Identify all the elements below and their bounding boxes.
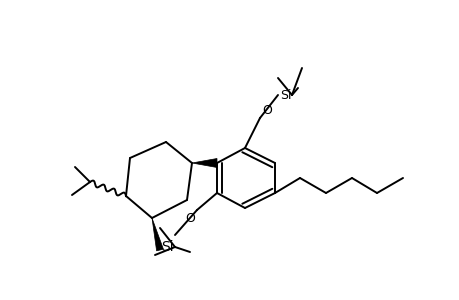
Polygon shape <box>151 218 163 251</box>
Text: Si: Si <box>161 240 173 254</box>
Text: O: O <box>185 212 195 225</box>
Text: Si: Si <box>280 88 291 101</box>
Text: O: O <box>262 104 271 117</box>
Polygon shape <box>191 158 217 167</box>
